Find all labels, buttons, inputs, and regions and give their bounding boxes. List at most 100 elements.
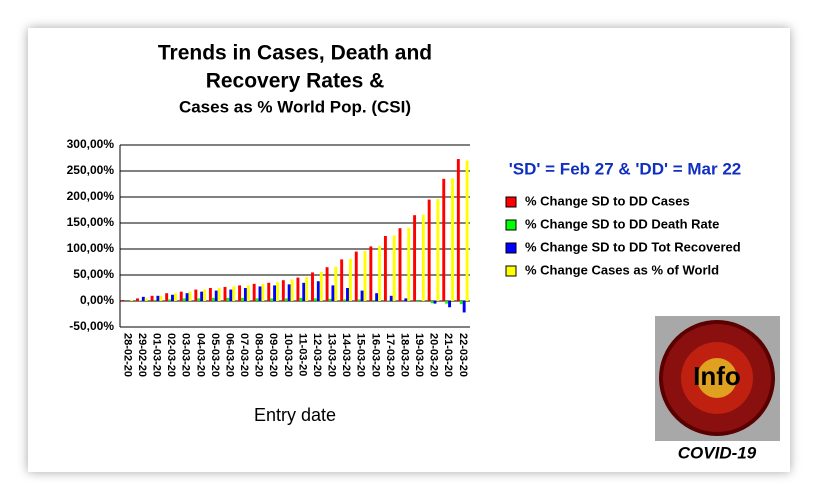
legend-swatch <box>505 196 517 208</box>
bar <box>311 272 314 301</box>
legend-swatch <box>505 219 517 231</box>
bar <box>465 160 469 301</box>
bar <box>273 285 277 301</box>
x-tick-label: 09-03-20 <box>267 333 279 377</box>
chart-title: Trends in Cases, Death and <box>158 42 432 65</box>
bar <box>188 291 192 301</box>
bar <box>197 298 201 301</box>
bar <box>372 299 376 301</box>
bar <box>383 236 387 301</box>
x-tick-label: 11-03-20 <box>296 333 308 376</box>
bar <box>448 301 452 308</box>
bar <box>255 298 259 301</box>
bar <box>319 271 323 301</box>
bar <box>156 295 160 301</box>
legend-label: % Change SD to DD Tot Recovered <box>525 239 741 254</box>
bar <box>421 214 425 301</box>
y-tick-label: 300,00% <box>67 137 115 151</box>
bar <box>340 259 344 301</box>
x-tick-label: 15-03-20 <box>355 333 367 377</box>
x-tick-label: 05-03-20 <box>209 333 221 377</box>
bar <box>130 299 134 301</box>
legend-label: % Change Cases as % of World <box>525 262 719 277</box>
bar <box>354 251 358 301</box>
bar <box>153 299 157 301</box>
legend-label: % Change SD to DD Death Rate <box>525 216 719 231</box>
bar <box>357 299 361 301</box>
bar <box>348 258 352 301</box>
bar <box>389 295 393 301</box>
bar <box>159 295 163 301</box>
bar <box>121 299 125 301</box>
x-tick-label: 21-03-20 <box>442 333 454 377</box>
bar <box>334 266 338 301</box>
annotation: 'SD' = Feb 27 & 'DD' = Mar 22 <box>509 159 742 178</box>
bar <box>173 293 177 301</box>
bar <box>290 279 294 301</box>
bar <box>287 284 291 301</box>
bar <box>276 282 279 301</box>
bar <box>433 301 437 304</box>
bar <box>281 280 285 301</box>
bar <box>404 298 408 301</box>
legend-swatch <box>505 265 517 277</box>
virus-center <box>697 358 737 398</box>
bar <box>316 281 320 301</box>
x-axis-label: Entry date <box>254 405 336 425</box>
bar <box>179 291 183 301</box>
bar <box>346 288 349 301</box>
bar <box>229 289 233 301</box>
bar <box>150 295 154 301</box>
bar <box>305 277 309 301</box>
bar <box>267 282 271 301</box>
y-tick-label: 0,00% <box>80 293 114 307</box>
y-tick-label: 250,00% <box>67 163 115 177</box>
bar <box>141 296 145 301</box>
bar <box>360 290 364 301</box>
bar <box>343 299 347 301</box>
bar <box>223 286 227 301</box>
bar <box>302 282 306 301</box>
x-tick-label: 02-03-20 <box>165 333 177 377</box>
bar <box>331 285 335 301</box>
bar <box>313 298 317 301</box>
bar <box>252 283 256 301</box>
bar <box>328 298 332 301</box>
bar <box>375 293 379 301</box>
y-tick-label: 150,00% <box>67 215 115 229</box>
image-caption: COVID-19 <box>678 443 757 462</box>
bar <box>185 293 189 301</box>
bar <box>392 235 396 301</box>
bar <box>398 228 402 301</box>
bar <box>369 246 373 301</box>
x-tick-label: 22-03-20 <box>457 333 469 377</box>
x-tick-label: 06-03-20 <box>223 333 235 377</box>
x-tick-label: 17-03-20 <box>384 333 396 377</box>
x-tick-label: 01-03-20 <box>151 333 163 377</box>
bar <box>182 298 186 301</box>
y-tick-label: -50,00% <box>69 319 114 333</box>
y-tick-label: 50,00% <box>73 267 114 281</box>
x-tick-label: 04-03-20 <box>194 333 206 377</box>
bar <box>200 291 204 301</box>
x-tick-label: 29-02-20 <box>136 333 148 377</box>
y-tick-label: 100,00% <box>67 241 115 255</box>
bar <box>214 290 218 301</box>
bar <box>203 289 207 301</box>
bar <box>168 299 172 301</box>
x-tick-label: 28-02-20 <box>121 333 133 377</box>
bar <box>194 289 198 301</box>
chart-title: Recovery Rates & <box>206 70 385 93</box>
bar <box>144 298 148 301</box>
x-tick-label: 07-03-20 <box>238 333 250 377</box>
bar <box>243 288 247 301</box>
bar <box>296 277 300 301</box>
legend-swatch <box>505 242 517 254</box>
bar <box>416 301 419 303</box>
bar <box>238 285 242 301</box>
bar <box>258 286 262 301</box>
bar <box>165 293 169 301</box>
bar <box>208 288 212 301</box>
bar <box>442 178 446 301</box>
